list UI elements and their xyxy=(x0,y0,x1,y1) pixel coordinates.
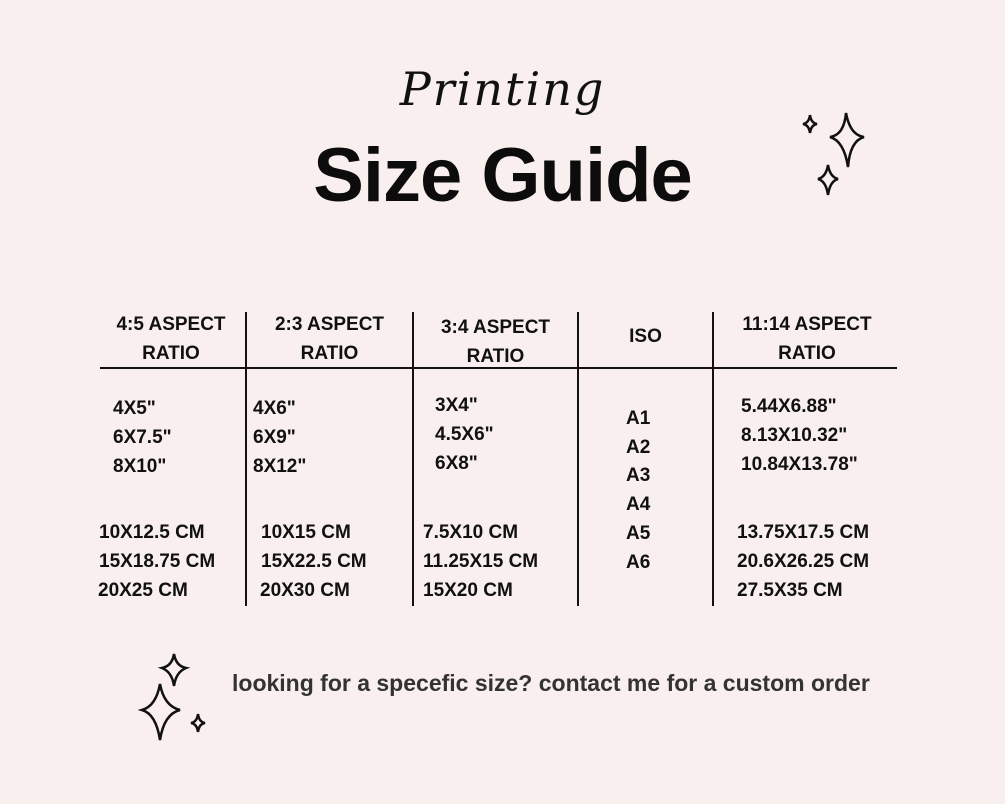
header-line: 11:14 ASPECT xyxy=(742,314,872,335)
column-header-2-3: 2:3 ASPECT RATIO xyxy=(246,310,413,368)
script-title: Printing xyxy=(399,62,606,116)
table-cell: 13.75X17.5 CM xyxy=(737,522,870,543)
table-cell: 6X8" xyxy=(435,453,478,474)
table-cell: 20X30 CM xyxy=(260,580,350,601)
table-cell: 4X5" xyxy=(113,398,156,419)
table-cell: 6X7.5" xyxy=(113,427,172,448)
table-cell: A6 xyxy=(626,552,651,573)
table-cell: 5.44X6.88" xyxy=(741,396,837,417)
page-title: Size Guide xyxy=(313,133,693,218)
table-cell: 8X10" xyxy=(113,456,167,477)
table-cell: 8.13X10.32" xyxy=(741,425,848,446)
table-cell: 10X12.5 CM xyxy=(99,522,205,543)
header-line: RATIO xyxy=(778,343,836,364)
table-cell: A3 xyxy=(626,465,651,486)
header-divider xyxy=(100,367,897,369)
column-header-11-14: 11:14 ASPECT RATIO xyxy=(713,310,901,368)
table-cell: 4.5X6" xyxy=(435,424,494,445)
sparkle-icon xyxy=(138,653,206,741)
column-header-4-5: 4:5 ASPECT RATIO xyxy=(96,310,246,368)
table-cell: 10X15 CM xyxy=(261,522,351,543)
column-header-iso: ISO xyxy=(578,322,713,351)
table-cell: 10.84X13.78" xyxy=(741,454,858,475)
header-line: RATIO xyxy=(300,343,359,364)
table-cell: 15X20 CM xyxy=(423,580,513,601)
header-line: RATIO xyxy=(466,346,525,367)
column-divider xyxy=(577,312,579,606)
table-cell: 20X25 CM xyxy=(98,580,188,601)
table-cell: A5 xyxy=(626,523,651,544)
table-cell: 3X4" xyxy=(435,395,478,416)
sparkle-icon xyxy=(802,112,865,196)
table-cell: 4X6" xyxy=(253,398,296,419)
header-line: 4:5 ASPECT xyxy=(116,314,226,335)
header-line: ISO xyxy=(629,326,662,347)
table-cell: 27.5X35 CM xyxy=(737,580,843,601)
table-cell: 6X9" xyxy=(253,427,296,448)
table-cell: 15X18.75 CM xyxy=(99,551,216,572)
column-header-3-4: 3:4 ASPECT RATIO xyxy=(413,313,578,371)
header-line: 3:4 ASPECT xyxy=(440,317,551,338)
table-cell: A1 xyxy=(626,408,651,429)
column-divider xyxy=(712,312,714,606)
column-divider xyxy=(245,312,247,606)
column-divider xyxy=(412,312,414,606)
table-cell: 15X22.5 CM xyxy=(261,551,367,572)
table-cell: A4 xyxy=(626,494,651,515)
table-cell: A2 xyxy=(626,437,651,458)
header-line: 2:3 ASPECT xyxy=(274,314,385,335)
header-line: RATIO xyxy=(142,343,200,364)
custom-order-note: looking for a specefic size? contact me … xyxy=(232,670,870,696)
table-cell: 20.6X26.25 CM xyxy=(737,551,870,572)
table-cell: 11.25X15 CM xyxy=(423,551,539,572)
table-cell: 7.5X10 CM xyxy=(423,522,519,543)
table-cell: 8X12" xyxy=(253,456,307,477)
